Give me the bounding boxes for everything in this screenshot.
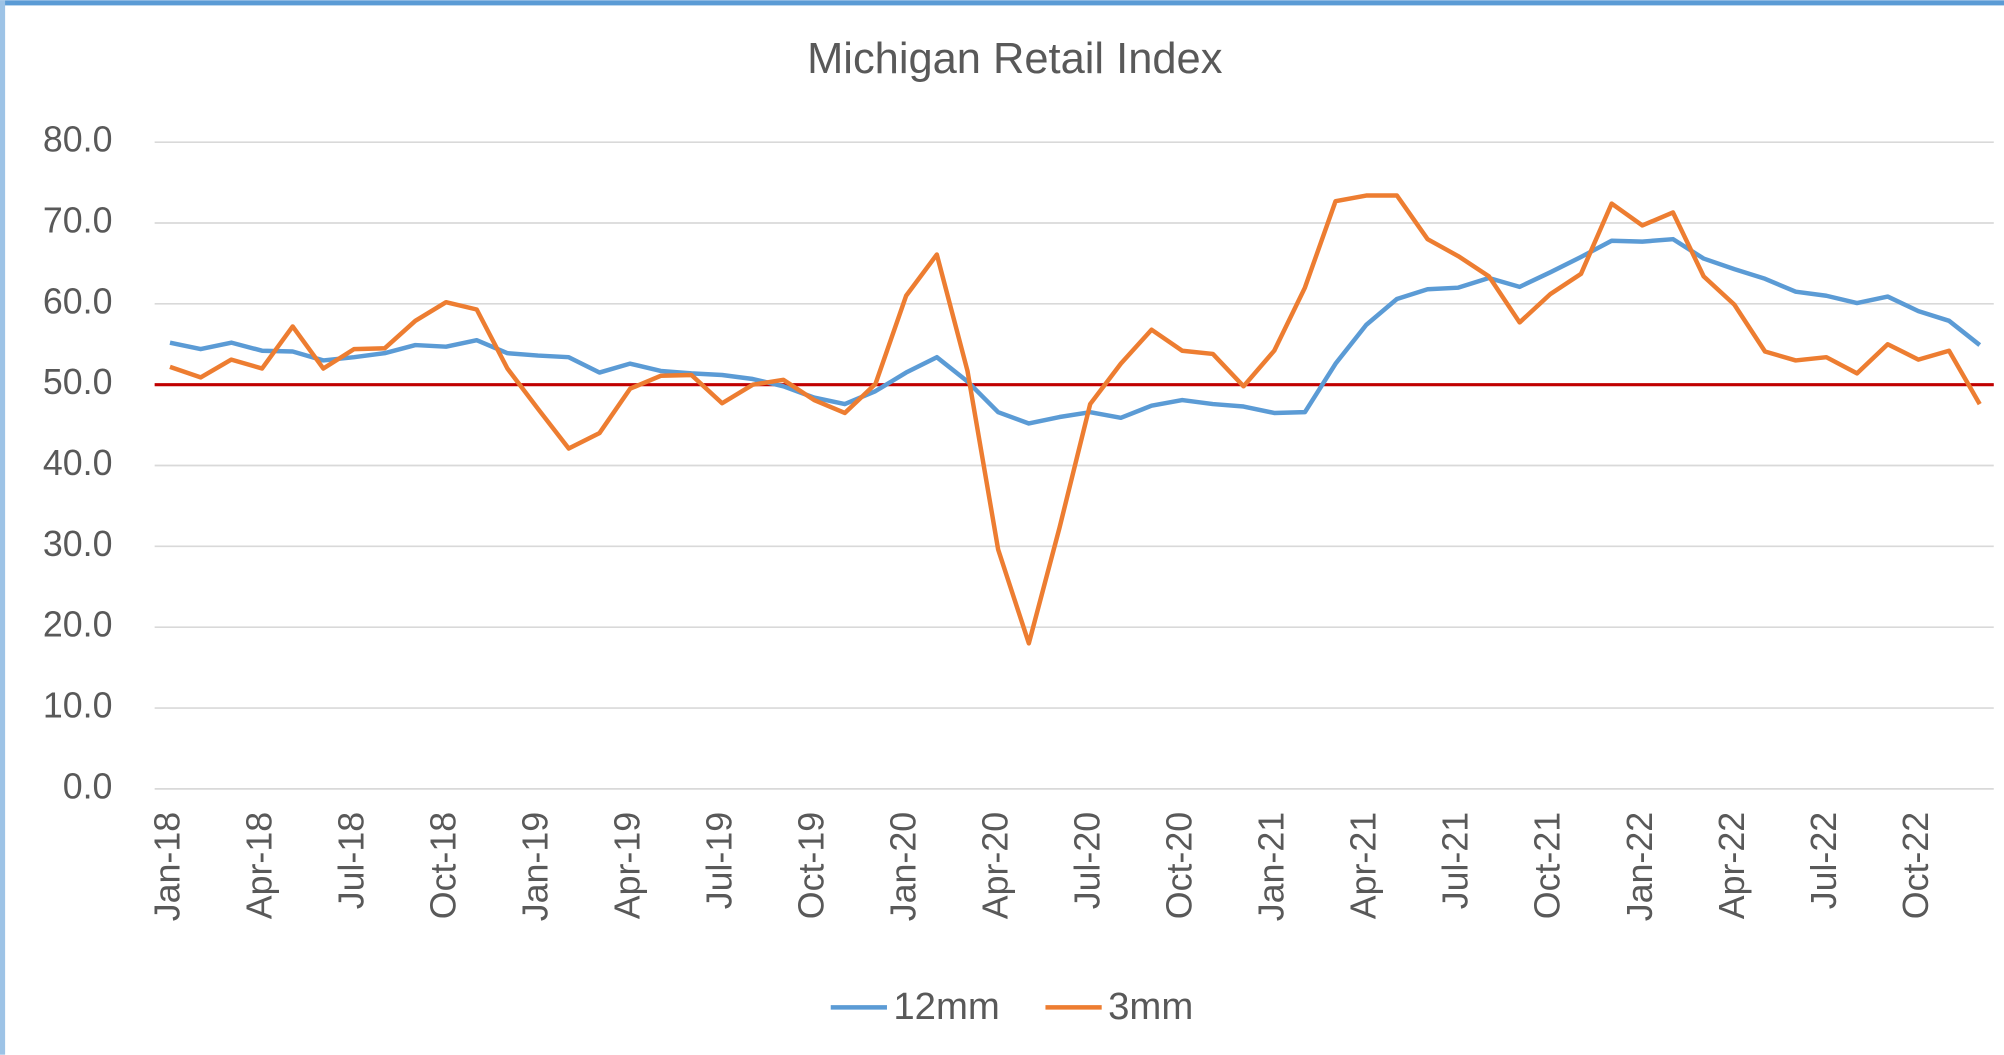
x-tick-label: Jul-18 bbox=[331, 812, 371, 909]
x-tick-label: Oct-21 bbox=[1528, 812, 1568, 919]
series-line bbox=[169, 193, 1982, 646]
x-tick-label: Oct-22 bbox=[1896, 812, 1936, 919]
y-tick-label: 50.0 bbox=[43, 362, 113, 402]
x-tick-label: Apr-18 bbox=[239, 812, 279, 919]
y-tick-label: 10.0 bbox=[43, 685, 113, 725]
x-tick-label: Jan-19 bbox=[516, 812, 556, 921]
legend-label: 3mm bbox=[1108, 985, 1193, 1028]
y-tick-label: 20.0 bbox=[43, 605, 113, 645]
x-tick-label: Jul-21 bbox=[1436, 812, 1476, 909]
y-tick-label: 0.0 bbox=[63, 766, 113, 806]
x-tick-label: Jul-19 bbox=[700, 812, 740, 909]
y-tick-label: 40.0 bbox=[43, 443, 113, 483]
x-tick-label: Oct-19 bbox=[792, 812, 832, 919]
y-tick-label: 60.0 bbox=[43, 281, 113, 321]
x-tick-label: Jan-20 bbox=[884, 812, 924, 921]
x-tick-label: Jan-21 bbox=[1252, 812, 1292, 921]
top-border bbox=[0, 0, 2004, 6]
x-tick-label: Oct-20 bbox=[1160, 812, 1200, 919]
x-tick-label: Jul-22 bbox=[1804, 812, 1844, 909]
y-tick-label: 70.0 bbox=[43, 200, 113, 240]
series-line bbox=[169, 236, 1982, 426]
x-tick-label: Jul-20 bbox=[1068, 812, 1108, 909]
x-tick-label: Apr-22 bbox=[1712, 812, 1752, 919]
x-tick-label: Jan-18 bbox=[147, 812, 187, 921]
chart-title: Michigan Retail Index bbox=[807, 35, 1223, 83]
x-tick-label: Jan-22 bbox=[1620, 812, 1660, 921]
x-tick-label: Oct-18 bbox=[423, 812, 463, 919]
x-tick-label: Apr-20 bbox=[976, 812, 1016, 919]
y-tick-label: 80.0 bbox=[43, 120, 113, 160]
x-tick-label: Apr-21 bbox=[1344, 812, 1384, 919]
x-tick-label: Apr-19 bbox=[608, 812, 648, 919]
left-border bbox=[0, 0, 6, 1055]
y-tick-label: 30.0 bbox=[43, 524, 113, 564]
legend-label: 12mm bbox=[893, 985, 1000, 1028]
